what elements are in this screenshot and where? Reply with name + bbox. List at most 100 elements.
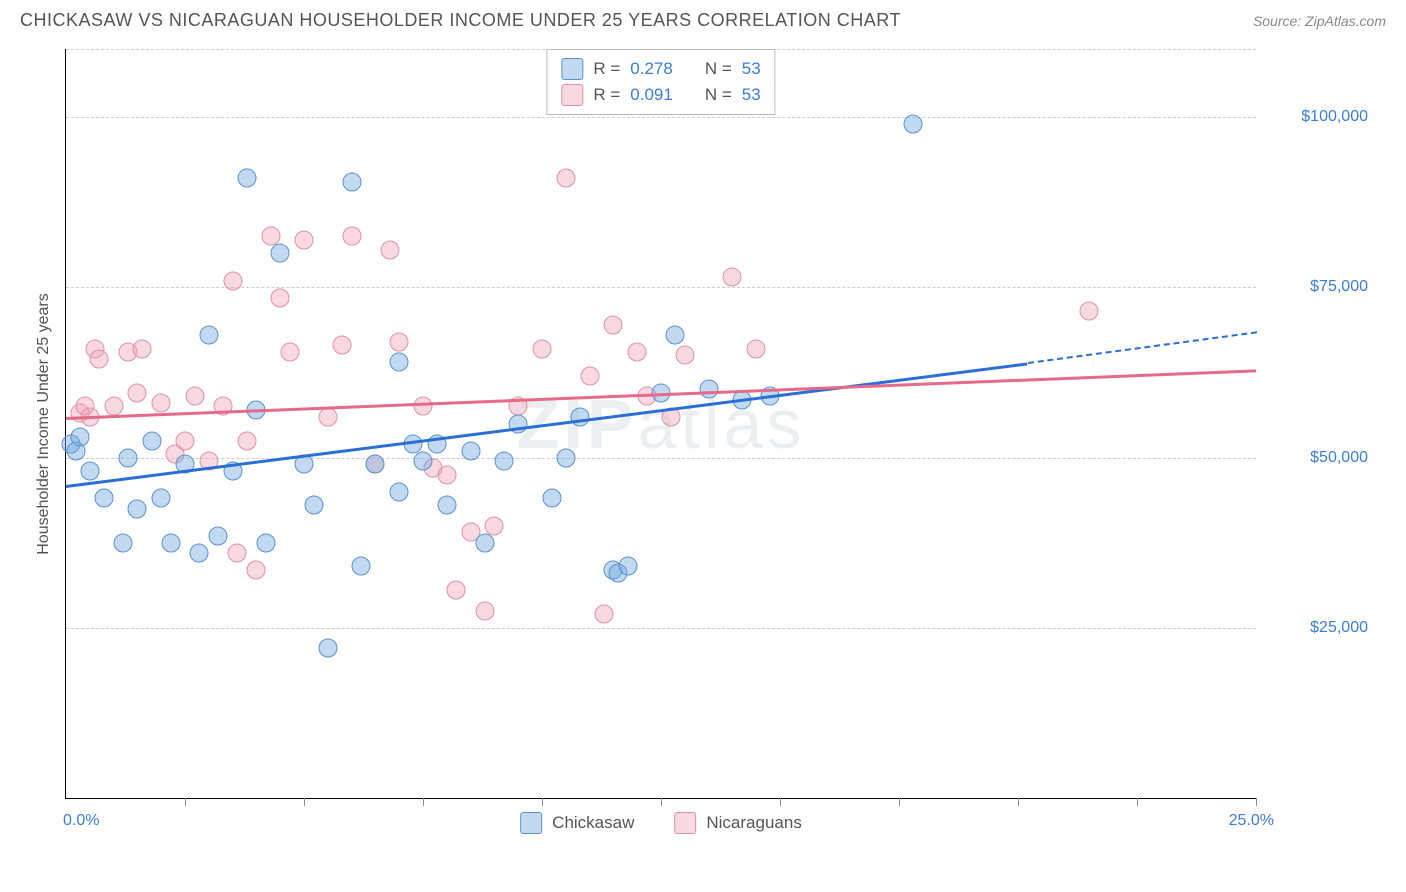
x-axis-max-label: 25.0% [1229,812,1274,830]
data-point [295,230,314,249]
data-point [71,428,90,447]
data-point [556,448,575,467]
data-point [556,169,575,188]
data-point [604,315,623,334]
chart-container: Householder Income Under 25 years R = 0.… [20,39,1386,859]
y-tick-label: $50,000 [1310,449,1368,467]
data-point [747,339,766,358]
data-point [475,533,494,552]
data-point [675,346,694,365]
data-point [128,383,147,402]
data-point [223,271,242,290]
stats-row-series2: R = 0.091 N = 53 [561,82,760,108]
data-point [666,325,685,344]
y-tick-label: $100,000 [1301,108,1368,126]
data-point [447,581,466,600]
data-point [133,339,152,358]
x-tick [661,798,662,806]
data-point [390,332,409,351]
data-point [318,639,337,658]
data-point [437,465,456,484]
stat-r-label: R = [593,85,620,105]
data-point [485,516,504,535]
data-point [280,343,299,362]
data-point [161,533,180,552]
data-point [533,339,552,358]
data-point [475,601,494,620]
legend-label: Chickasaw [552,813,634,833]
data-point [256,533,275,552]
data-point [414,451,433,470]
x-axis-min-label: 0.0% [63,812,99,830]
data-point [118,448,137,467]
y-tick-label: $25,000 [1310,619,1368,637]
legend-label: Nicaraguans [706,813,801,833]
data-point [185,387,204,406]
x-tick [185,798,186,806]
data-point [699,380,718,399]
data-point [366,455,385,474]
data-point [237,431,256,450]
stat-n-label: N = [705,85,732,105]
plot-area: Householder Income Under 25 years R = 0.… [65,49,1256,799]
data-point [318,407,337,426]
x-tick [1256,798,1257,806]
trendline [1027,332,1256,365]
x-tick [899,798,900,806]
data-point [342,227,361,246]
data-point [271,288,290,307]
gridline [66,287,1256,288]
data-point [228,543,247,562]
data-point [1080,302,1099,321]
data-point [390,482,409,501]
data-point [90,349,109,368]
data-point [190,543,209,562]
stat-n-label: N = [705,59,732,79]
legend: Chickasaw Nicaraguans [520,812,802,834]
stat-n-value: 53 [742,85,761,105]
stat-r-value: 0.091 [630,85,673,105]
x-tick [423,798,424,806]
data-point [390,353,409,372]
swatch-icon [520,812,542,834]
data-point [128,499,147,518]
swatch-icon [561,58,583,80]
data-point [104,397,123,416]
trendline [66,362,1028,487]
data-point [304,496,323,515]
data-point [342,172,361,191]
y-axis-label: Householder Income Under 25 years [35,293,53,554]
chart-header: CHICKASAW VS NICARAGUAN HOUSEHOLDER INCO… [0,0,1406,39]
x-tick [542,798,543,806]
stat-n-value: 53 [742,59,761,79]
data-point [571,407,590,426]
chart-title: CHICKASAW VS NICARAGUAN HOUSEHOLDER INCO… [20,10,901,31]
stats-row-series1: R = 0.278 N = 53 [561,56,760,82]
data-point [414,397,433,416]
data-point [461,441,480,460]
data-point [352,557,371,576]
chart-source: Source: ZipAtlas.com [1253,13,1386,29]
data-point [542,489,561,508]
data-point [176,431,195,450]
swatch-icon [561,84,583,106]
x-tick [1137,798,1138,806]
x-tick [304,798,305,806]
data-point [80,462,99,481]
data-point [237,169,256,188]
data-point [628,343,647,362]
data-point [723,268,742,287]
y-tick-label: $75,000 [1310,278,1368,296]
data-point [580,366,599,385]
stats-box: R = 0.278 N = 53 R = 0.091 N = 53 [546,49,775,115]
gridline [66,628,1256,629]
data-point [209,526,228,545]
swatch-icon [674,812,696,834]
data-point [333,336,352,355]
stat-r-value: 0.278 [630,59,673,79]
gridline [66,458,1256,459]
data-point [114,533,133,552]
data-point [437,496,456,515]
data-point [904,114,923,133]
data-point [95,489,114,508]
